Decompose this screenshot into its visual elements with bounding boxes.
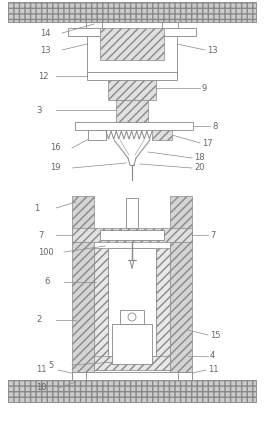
Bar [72,196,94,374]
Bar [100,28,164,60]
Bar [72,228,192,242]
Bar [87,72,177,80]
Bar [8,2,256,22]
Bar [112,324,152,364]
Bar [75,122,193,130]
Bar [152,130,172,140]
Bar [94,248,108,370]
Text: 8: 8 [212,121,217,131]
Text: 15: 15 [210,330,220,339]
Text: 12: 12 [38,71,49,81]
Text: 11: 11 [36,365,46,374]
Text: 7: 7 [210,230,215,240]
Text: 13: 13 [40,46,51,54]
Bar [120,310,144,324]
Text: 1: 1 [34,203,39,213]
Text: 14: 14 [40,28,50,38]
Bar [86,22,102,36]
Text: 4: 4 [210,351,215,361]
Bar [108,248,156,356]
Bar [68,28,102,36]
Bar [88,130,106,140]
Bar [94,356,170,370]
Bar [178,372,192,380]
Bar [162,28,196,36]
Bar [108,80,156,100]
Bar [72,372,86,380]
Text: 5: 5 [48,361,53,369]
Text: 2: 2 [36,315,41,325]
Bar [72,372,192,380]
Text: 7: 7 [38,230,43,240]
Bar [8,380,256,402]
Text: 100: 100 [38,248,54,256]
Bar [100,230,164,240]
Text: 3: 3 [36,105,41,114]
Text: 6: 6 [44,277,49,287]
Bar [162,22,178,36]
Bar [87,22,177,77]
Text: 11: 11 [208,365,219,374]
Text: 10: 10 [36,384,46,392]
Text: 16: 16 [50,144,61,152]
Text: 9: 9 [202,83,207,93]
Text: 20: 20 [194,163,205,172]
Bar [116,100,148,122]
Text: 19: 19 [50,163,60,172]
Bar [170,196,192,374]
Text: 17: 17 [202,139,213,148]
Text: 13: 13 [207,46,218,54]
Text: 18: 18 [194,154,205,163]
Bar [156,248,170,370]
Bar [126,198,138,228]
